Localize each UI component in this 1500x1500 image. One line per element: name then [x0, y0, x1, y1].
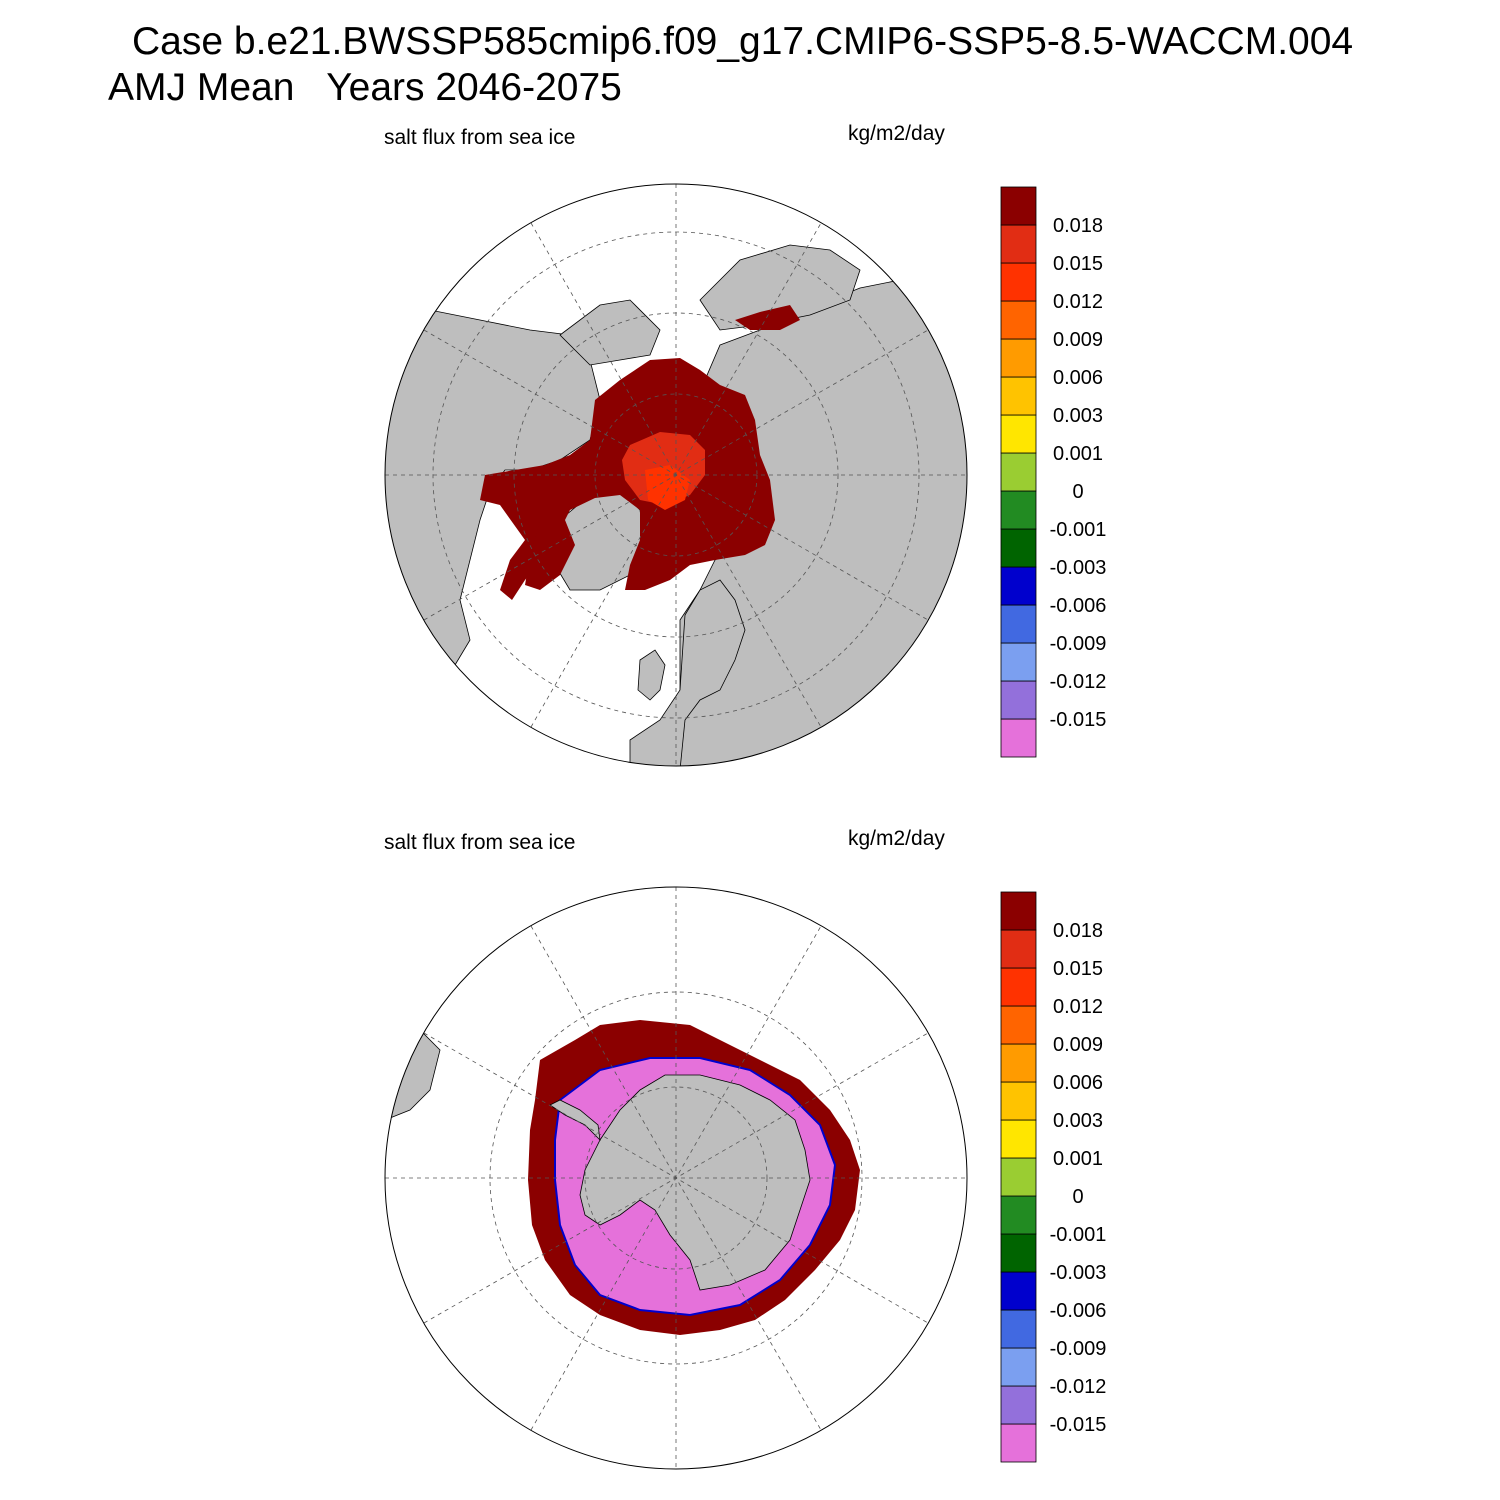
top-colorbar-tick-label: -0.009 [1050, 633, 1107, 655]
top-colorbar: -0.015 -0.012 -0.009 -0.006 -0.003 -0.001 0 0.0… [1000, 186, 1107, 758]
top-colorbar-swatch-5 [1000, 528, 1037, 568]
bottom-colorbar-tick-label: 0.012 [1053, 996, 1103, 1018]
bottom-colorbar-tick-label: 0.001 [1053, 1148, 1103, 1170]
top-colorbar-swatch-9 [1000, 376, 1037, 416]
bottom-colorbar-swatch-13 [1000, 929, 1037, 969]
top-colorbar-swatch-11 [1000, 300, 1037, 340]
bottom-colorbar-swatch-0 [1000, 1423, 1037, 1463]
bottom-colorbar-tick-label: -0.015 [1050, 1414, 1107, 1436]
bottom-colorbar-tick-label: -0.012 [1050, 1376, 1107, 1398]
top-colorbar-tick-label: 0 [1072, 481, 1083, 503]
bottom-colorbar-swatch-3 [1000, 1309, 1037, 1349]
bottom-colorbar-swatch-14 [1000, 891, 1037, 931]
arctic-graticule [385, 184, 967, 766]
top-colorbar-swatch-6 [1000, 490, 1037, 530]
top-colorbar-tick-label: 0.006 [1053, 367, 1103, 389]
arctic-map [384, 183, 968, 767]
top-colorbar-swatch-4 [1000, 566, 1037, 606]
top-colorbar-tick-label: 0.003 [1053, 405, 1103, 427]
top-colorbar-tick-label: -0.001 [1050, 519, 1107, 541]
antarctic-ice-flux-ring [528, 1020, 860, 1335]
chukotka-land [699, 244, 861, 331]
bottom-colorbar-swatch-8 [1000, 1119, 1037, 1159]
antarctic-ice-edge [554, 1057, 837, 1317]
europe-land [629, 579, 746, 766]
bottom-colorbar-tick-label: -0.006 [1050, 1300, 1107, 1322]
central-arctic-peak-flux [645, 465, 690, 510]
top-colorbar-swatch-2 [1000, 642, 1037, 682]
antarctic-peninsula-land [549, 1099, 601, 1142]
bottom-colorbar-swatch-10 [1000, 1043, 1037, 1083]
bottom-colorbar-tick-label: 0.015 [1053, 958, 1103, 980]
top-colorbar-tick-label: -0.012 [1050, 671, 1107, 693]
bering-sea-ice [735, 305, 800, 330]
top-colorbar-swatch-7 [1000, 452, 1037, 492]
bottom-colorbar-swatch-6 [1000, 1195, 1037, 1235]
bottom-units-label: kg/m2/day [848, 827, 945, 850]
top-colorbar-swatch-12 [1000, 262, 1037, 302]
top-colorbar-swatch-8 [1000, 414, 1037, 454]
antarctic-map [384, 886, 968, 1470]
bottom-colorbar-swatch-1 [1000, 1385, 1037, 1425]
bottom-colorbar-swatch-5 [1000, 1233, 1037, 1273]
bottom-colorbar-tick-label: 0 [1072, 1186, 1083, 1208]
bottom-colorbar-tick-label: -0.003 [1050, 1262, 1107, 1284]
bottom-colorbar-swatch-7 [1000, 1157, 1037, 1197]
top-colorbar-tick-label: 0.009 [1053, 329, 1103, 351]
bottom-colorbar-swatch-2 [1000, 1347, 1037, 1387]
top-colorbar-swatch-3 [1000, 604, 1037, 644]
bottom-colorbar-swatch-11 [1000, 1005, 1037, 1045]
top-colorbar-tick-label: 0.012 [1053, 291, 1103, 313]
bottom-colorbar: -0.015 -0.012 -0.009 -0.006 -0.003 -0.001 0 0.0… [1000, 891, 1107, 1463]
top-colorbar-swatch-10 [1000, 338, 1037, 378]
bottom-colorbar-swatch-9 [1000, 1081, 1037, 1121]
top-colorbar-tick-label: 0.018 [1053, 215, 1103, 237]
arctic-map-border [384, 183, 968, 767]
top-colorbar-tick-label: -0.006 [1050, 595, 1107, 617]
top-colorbar-swatch-1 [1000, 680, 1037, 720]
antarctic-map-border [384, 886, 968, 1470]
top-variable-label: salt flux from sea ice [384, 126, 576, 149]
antarctic-graticule [385, 887, 967, 1469]
bottom-colorbar-tick-label: -0.001 [1050, 1224, 1107, 1246]
top-colorbar-swatch-13 [1000, 224, 1037, 264]
british-isles-land [637, 649, 666, 701]
bottom-colorbar-swatch-4 [1000, 1271, 1037, 1311]
bottom-colorbar-tick-label: 0.018 [1053, 920, 1103, 942]
bottom-colorbar-tick-label: 0.003 [1053, 1110, 1103, 1132]
antarctica-land [579, 1074, 811, 1291]
top-colorbar-swatch-0 [1000, 718, 1037, 758]
hudson-bay-ice [525, 520, 575, 590]
bottom-colorbar-tick-label: 0.006 [1053, 1072, 1103, 1094]
bottom-colorbar-tick-label: -0.009 [1050, 1338, 1107, 1360]
period-title: AMJ Mean Years 2046-2075 [108, 66, 622, 109]
top-colorbar-tick-label: 0.001 [1053, 443, 1103, 465]
bottom-colorbar-swatch-12 [1000, 967, 1037, 1007]
top-colorbar-tick-label: 0.015 [1053, 253, 1103, 275]
case-title: Case b.e21.BWSSP585cmip6.f09_g17.CMIP6-S… [132, 20, 1354, 63]
top-units-label: kg/m2/day [848, 122, 945, 145]
bottom-variable-label: salt flux from sea ice [384, 831, 576, 854]
bottom-colorbar-tick-label: 0.009 [1053, 1034, 1103, 1056]
top-colorbar-swatch-14 [1000, 186, 1037, 226]
top-colorbar-tick-label: -0.015 [1050, 709, 1107, 731]
top-colorbar-tick-label: -0.003 [1050, 557, 1107, 579]
